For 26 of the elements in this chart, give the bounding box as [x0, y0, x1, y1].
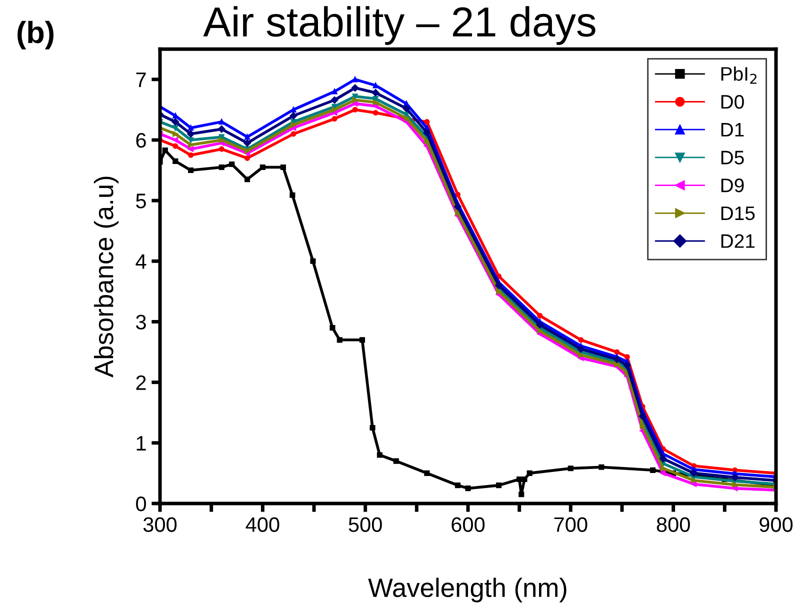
- x-tick-label: 300: [143, 517, 177, 532]
- y-tick-label: 3: [136, 314, 146, 330]
- x-tick-label: 600: [452, 517, 485, 532]
- legend-label: D15: [721, 206, 755, 220]
- text: (b): [18, 20, 54, 50]
- x-tick-label: 700: [554, 517, 588, 532]
- y-tick-label: 4: [136, 254, 146, 269]
- legend-label: D1: [721, 123, 744, 136]
- y-tick-label: 2: [136, 375, 146, 390]
- x-tick-label: 400: [246, 517, 280, 532]
- y-tick-label: 6: [136, 132, 146, 148]
- chart-title: Air stability – 21 days: [203, 6, 596, 45]
- legend-label: D9: [721, 178, 744, 192]
- x-axis-title: Wavelength (nm): [368, 578, 566, 602]
- x-tick-label: 900: [760, 517, 793, 532]
- x-tick-label: 500: [348, 517, 382, 532]
- y-tick-label: 0: [136, 496, 146, 512]
- y-axis-title: Absorbance (a.u): [94, 176, 119, 378]
- legend-label: D0: [721, 94, 744, 109]
- legend-label: D21: [721, 234, 755, 248]
- legend-label: D5: [721, 150, 744, 164]
- y-tick-label: 7: [136, 72, 146, 87]
- y-tick-label: 5: [136, 194, 146, 208]
- x-tick-label: 800: [656, 517, 690, 532]
- y-tick-label: 1: [136, 436, 146, 450]
- legend-label: PbI$_{2}$: [721, 66, 756, 84]
